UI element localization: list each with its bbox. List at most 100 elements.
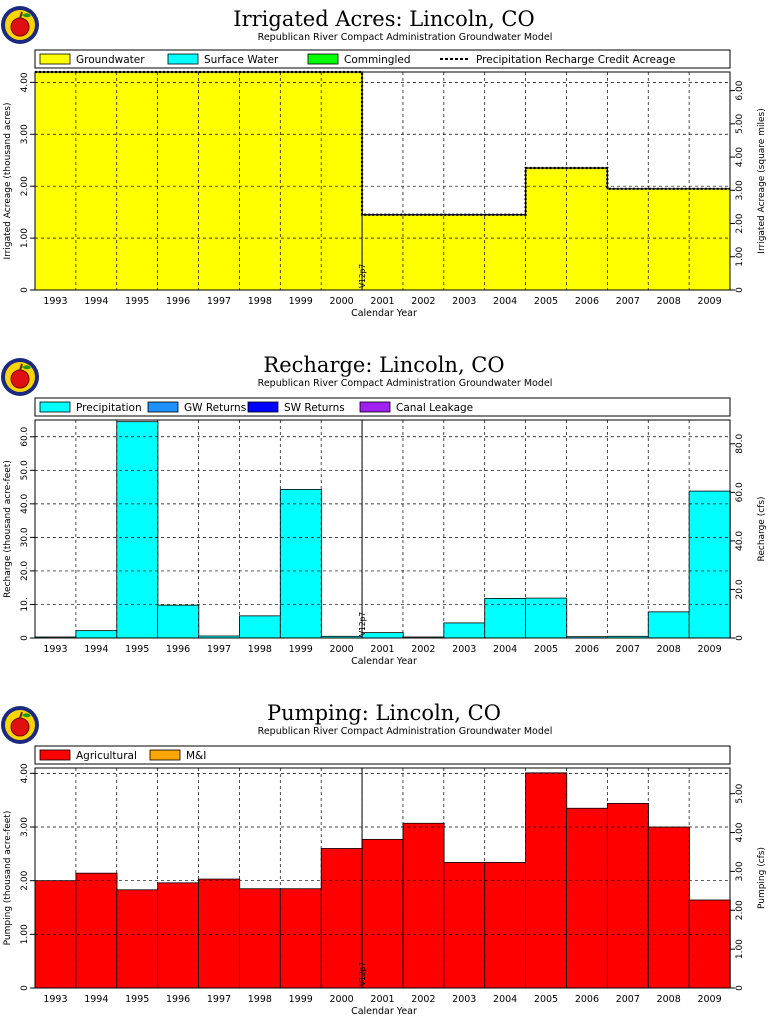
- bar-precipitation-1998: [239, 615, 281, 639]
- y-right-tick-label: 40.0: [735, 531, 745, 551]
- x-tick-label: 2007: [616, 296, 640, 307]
- chart-title: Recharge: Lincoln, CO: [263, 353, 504, 377]
- x-tick-label: 2003: [452, 644, 476, 655]
- y-right-tick-label: 4.00: [735, 147, 745, 167]
- plot-frame: [34, 419, 731, 639]
- bar-precipitation-1994: [75, 630, 118, 639]
- bar-groundwater-2002: [402, 214, 445, 290]
- legend: Precipitation GW Returns SW Returns Canal L…: [34, 397, 731, 417]
- legend-label: SW Returns: [284, 402, 345, 414]
- y-tick-label: 2.00: [20, 176, 30, 196]
- series-groundwater: [35, 72, 731, 290]
- bar-agricultural-2009: [688, 899, 731, 989]
- y-right-tick-label: 5.00: [735, 114, 745, 134]
- bar-groundwater-2009: [689, 188, 731, 290]
- marker-label: V12p7: [358, 264, 367, 288]
- bar-agricultural-2004: [484, 862, 527, 989]
- bar-groundwater-2003: [443, 214, 485, 290]
- bar-agricultural-2008: [647, 826, 690, 989]
- x-tick-label: 1998: [248, 644, 272, 655]
- legend-swatch: [147, 401, 179, 413]
- bar-groundwater-1994: [75, 72, 118, 290]
- legend-label: Canal Leakage: [396, 402, 473, 414]
- bar-precipitation-1995: [116, 421, 159, 639]
- x-tick-label: 2006: [575, 296, 599, 307]
- y-right-tick-label: 0: [735, 635, 745, 641]
- bar-agricultural-2002: [402, 822, 445, 989]
- legend-label: M&I: [186, 750, 206, 762]
- y-right-tick-label: 5.00: [735, 783, 745, 803]
- y-tick-label: 10.: [20, 597, 30, 611]
- x-tick-label: 1994: [84, 644, 108, 655]
- chart-subtitle: Republican River Compact Administration …: [258, 378, 553, 389]
- legend-swatch: [359, 401, 391, 413]
- x-tick-label: 1996: [166, 644, 190, 655]
- x-axis-label: Calendar Year: [351, 656, 417, 667]
- legend: Agricultural M&I: [34, 745, 731, 765]
- legend-label: GW Returns: [184, 402, 246, 414]
- x-axis-label: Calendar Year: [351, 1006, 417, 1017]
- bar-precipitation-2008: [647, 611, 690, 639]
- x-tick-label: 2008: [657, 994, 681, 1005]
- y-tick-label: 3.00: [20, 817, 30, 837]
- bar-precipitation-2003: [443, 622, 486, 639]
- bar-agricultural-1999: [279, 888, 322, 989]
- apple-leaf: [22, 365, 31, 370]
- legend-label: Agricultural: [76, 750, 137, 762]
- y-tick-label: 4.00: [20, 763, 30, 783]
- bar-agricultural-2006: [566, 807, 609, 989]
- legend-swatch: [39, 53, 71, 65]
- x-tick-label: 1998: [248, 994, 272, 1005]
- x-tick-label: 1995: [125, 994, 149, 1005]
- x-tick-label: 2009: [697, 994, 721, 1005]
- y-tick-label: 60.0: [20, 426, 30, 446]
- bar-groundwater-2001: [362, 214, 404, 290]
- apple-leaf: [22, 13, 31, 18]
- legend: Groundwater Surface Water Commingled Precip…: [34, 49, 731, 69]
- y-axis-label: Pumping (thousand acre-feet): [3, 811, 13, 946]
- apple-logo-icon: [1, 706, 39, 744]
- chart-title: Irrigated Acres: Lincoln, CO: [233, 7, 534, 31]
- x-tick-label: 1996: [166, 994, 190, 1005]
- x-tick-label: 2000: [330, 644, 354, 655]
- bar-groundwater-1998: [239, 72, 281, 290]
- x-tick-label: 2005: [534, 296, 558, 307]
- bar-agricultural-1998: [239, 888, 281, 989]
- bar-agricultural-2007: [606, 803, 649, 989]
- legend-swatch: [167, 53, 199, 65]
- legend-label: Surface Water: [204, 54, 279, 66]
- y-right-tick-label: 2.00: [735, 900, 745, 920]
- legend-label: Commingled: [344, 54, 411, 66]
- bar-precipitation-1996: [157, 604, 200, 639]
- legend-label: Groundwater: [76, 54, 145, 66]
- y-tick-label: 3.00: [20, 124, 30, 144]
- y-right-tick-label: 0: [735, 985, 745, 991]
- x-tick-label: 1999: [289, 644, 313, 655]
- bar-agricultural-2000: [320, 848, 363, 989]
- x-tick-label: 2008: [657, 644, 681, 655]
- x-tick-label: 2005: [534, 644, 558, 655]
- bar-precipitation-2009: [688, 490, 731, 639]
- y-tick-label: 1.00: [20, 924, 30, 944]
- bar-agricultural-2001: [361, 838, 404, 989]
- y-tick-label: 0: [20, 287, 30, 293]
- y-right-tick-label: 4.00: [735, 822, 745, 842]
- x-tick-label: 1994: [84, 994, 108, 1005]
- x-tick-label: 2000: [330, 296, 354, 307]
- legend-box: [34, 49, 731, 69]
- bar-groundwater-1995: [116, 72, 158, 290]
- bar-groundwater-1993: [35, 72, 77, 290]
- x-tick-label: 1999: [289, 994, 313, 1005]
- legend-label: Precipitation Recharge Credit Acreage: [476, 54, 676, 66]
- x-tick-label: 1997: [207, 296, 231, 307]
- y-right-axis-label: Recharge (cfs): [757, 496, 767, 561]
- x-tick-label: 2004: [493, 644, 517, 655]
- x-tick-label: 2001: [370, 994, 394, 1005]
- bar-agricultural-1995: [116, 889, 159, 989]
- chart-subtitle: Republican River Compact Administration …: [258, 32, 553, 43]
- bar-agricultural-1996: [157, 882, 200, 989]
- y-right-axis-label: Pumping (cfs): [757, 847, 767, 909]
